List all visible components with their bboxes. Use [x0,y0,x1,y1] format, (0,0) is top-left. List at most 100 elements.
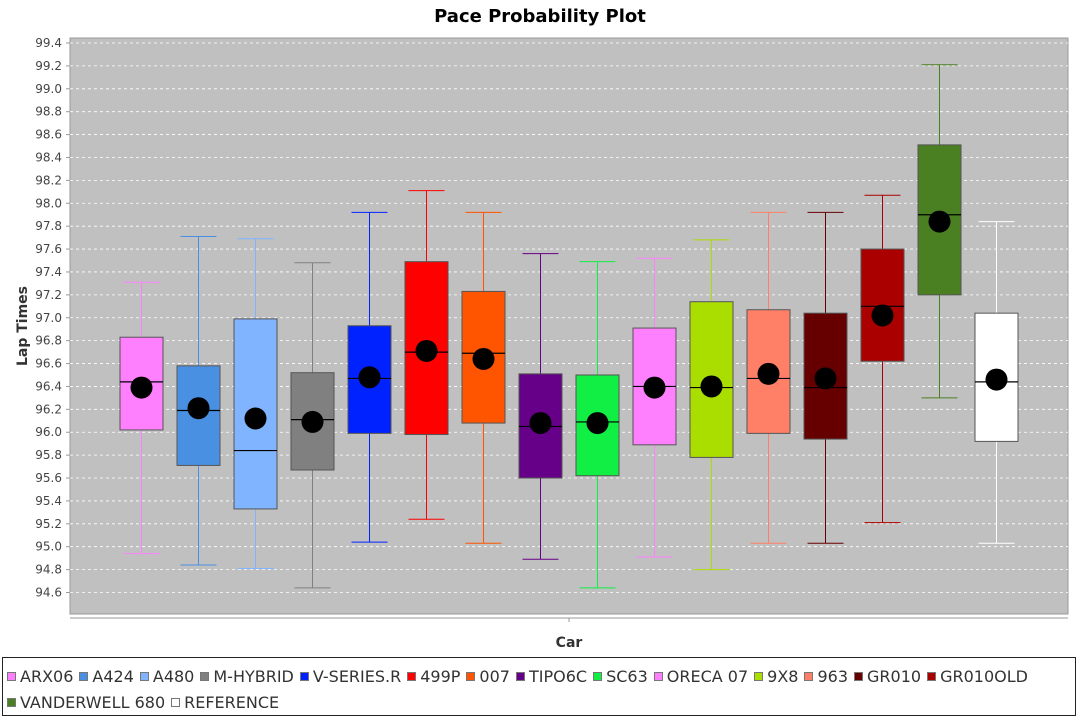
y-tick-label: 98.8 [35,105,62,119]
box-group [347,211,392,543]
legend-swatch [466,671,476,681]
y-tick-label: 97.8 [35,219,62,233]
y-tick-label: 97.0 [35,311,62,325]
legend-swatch [593,671,603,681]
legend-item: M-HYBRID [200,663,294,689]
legend: ARX06 A424 A480 M-HYBRID V-SERIES.R 499P 007 TI… [2,657,1076,716]
mean-marker [529,412,552,435]
y-tick-label: 95.2 [35,517,62,531]
legend-label: GR010OLD [940,666,1028,686]
box-group [119,281,164,555]
legend-item: VANDERWELL 680 [7,689,165,715]
legend-item: 963 [804,663,848,689]
legend-swatch [200,671,210,681]
box-group [176,235,221,566]
legend-item: ARX06 [7,663,73,689]
legend-item: 499P [407,663,460,689]
legend-swatch [754,671,764,681]
box-group [746,211,791,544]
mean-marker [586,412,609,435]
legend-item: TIPO6C [515,663,588,689]
legend-swatch [515,671,525,681]
x-axis-label: Car [556,635,583,651]
legend-label: 007 [479,666,510,686]
plot-area [69,37,1069,615]
box-group [803,211,848,544]
legend-swatch [299,671,309,681]
y-tick-label: 98.6 [35,128,62,142]
legend-swatch [407,671,417,681]
box-group [461,211,506,544]
legend-item: SC63 [593,663,648,689]
box-group [917,64,962,399]
legend-label: TIPO6C [528,666,588,686]
y-tick-label: 95.6 [35,471,62,485]
y-tick-label: 97.6 [35,242,62,256]
legend-label: M-HYBRID [213,666,294,686]
legend-item: A480 [139,663,194,689]
y-tick-label: 98.4 [35,150,62,164]
legend-swatch [854,671,864,681]
mean-marker [985,368,1008,391]
legend-label: 9X8 [767,666,799,686]
legend-item: GR010 [854,663,921,689]
legend-swatch [7,671,16,681]
legend-label: V-SERIES.R [312,666,402,686]
mean-marker [643,376,666,399]
legend-item: 007 [466,663,510,689]
y-axis: 94.6 94.8 95.0 95.2 95.4 95.6 95.8 96.0 96.2 96.4… [35,36,70,600]
y-tick-label: 97.4 [35,265,62,279]
legend-item: REFERENCE [171,689,279,715]
legend-label: REFERENCE [184,692,280,712]
legend-label: A424 [92,666,134,686]
legend-item: ORECA 07 [653,663,749,689]
y-tick-label: 96.2 [35,402,62,416]
legend-label: SC63 [606,666,648,686]
box-group [860,194,905,524]
boxes [119,64,1019,589]
legend-swatch [79,671,89,681]
box-group [632,257,677,558]
y-tick-label: 94.8 [35,563,62,577]
box [575,374,620,477]
mean-marker [814,367,837,390]
y-tick-label: 98.0 [35,196,62,210]
y-tick-label: 95.0 [35,540,62,554]
legend-swatch [139,671,149,681]
legend-swatch [171,697,181,707]
chart-title: Pace Probability Plot [434,6,646,27]
y-tick-label: 97.2 [35,288,62,302]
legend-swatch [804,671,814,681]
mean-marker [301,410,324,433]
mean-marker [187,397,210,420]
legend-item: 9X8 [754,663,798,689]
box-group [575,261,620,589]
legend-label: 963 [817,666,849,686]
mean-marker [244,407,267,430]
box-group [233,238,278,569]
legend-item: GR010OLD [927,663,1028,689]
mean-marker [130,376,153,399]
y-tick-label: 94.6 [35,586,62,600]
legend-label: ORECA 07 [666,666,749,686]
y-tick-label: 96.0 [35,425,62,439]
y-tick-label: 96.4 [35,379,62,393]
legend-item: A424 [79,663,134,689]
y-tick-label: 95.8 [35,448,62,462]
mean-marker [757,362,780,385]
mean-marker [358,366,381,389]
legend-label: ARX06 [20,666,74,686]
box-group [689,239,734,571]
box-group [974,221,1019,544]
y-tick-label: 98.2 [35,173,62,187]
grid-lines [70,42,1068,593]
mean-marker [928,210,951,233]
legend-swatch [653,671,663,681]
legend-label: VANDERWELL 680 [20,692,166,712]
legend-label: 499P [420,666,461,686]
box-group [518,253,563,560]
legend-label: GR010 [867,666,922,686]
y-tick-label: 96.8 [35,334,62,348]
y-tick-label: 99.2 [35,59,62,73]
legend-swatch [7,697,16,707]
